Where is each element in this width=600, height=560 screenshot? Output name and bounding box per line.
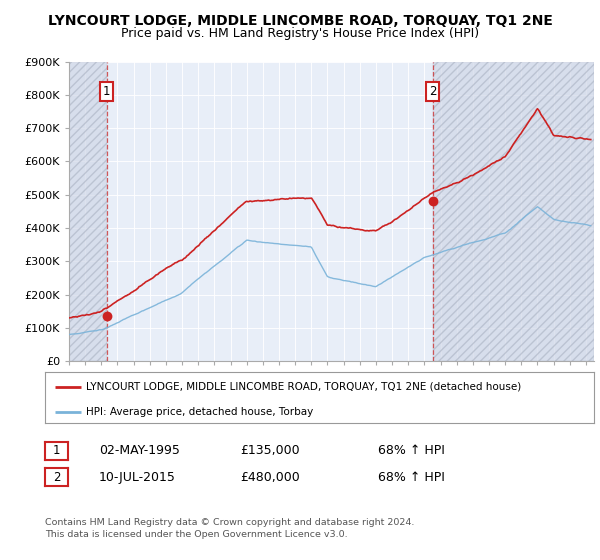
- Text: 02-MAY-1995: 02-MAY-1995: [99, 444, 180, 458]
- Text: 1: 1: [53, 444, 60, 458]
- Text: LYNCOURT LODGE, MIDDLE LINCOMBE ROAD, TORQUAY, TQ1 2NE: LYNCOURT LODGE, MIDDLE LINCOMBE ROAD, TO…: [47, 14, 553, 28]
- Text: £480,000: £480,000: [240, 470, 300, 484]
- Text: 68% ↑ HPI: 68% ↑ HPI: [378, 470, 445, 484]
- Bar: [69, 62, 107, 361]
- Text: 2: 2: [53, 470, 60, 484]
- Text: 10-JUL-2015: 10-JUL-2015: [99, 470, 176, 484]
- Text: Contains HM Land Registry data © Crown copyright and database right 2024.
This d: Contains HM Land Registry data © Crown c…: [45, 518, 415, 539]
- Point: [102, 312, 112, 321]
- Text: £135,000: £135,000: [240, 444, 299, 458]
- Bar: [433, 62, 594, 361]
- Point: [428, 197, 437, 206]
- Text: 1: 1: [103, 85, 110, 98]
- Text: HPI: Average price, detached house, Torbay: HPI: Average price, detached house, Torb…: [86, 407, 313, 417]
- Text: 68% ↑ HPI: 68% ↑ HPI: [378, 444, 445, 458]
- Text: LYNCOURT LODGE, MIDDLE LINCOMBE ROAD, TORQUAY, TQ1 2NE (detached house): LYNCOURT LODGE, MIDDLE LINCOMBE ROAD, TO…: [86, 381, 521, 391]
- Text: Price paid vs. HM Land Registry's House Price Index (HPI): Price paid vs. HM Land Registry's House …: [121, 27, 479, 40]
- Text: 2: 2: [429, 85, 437, 98]
